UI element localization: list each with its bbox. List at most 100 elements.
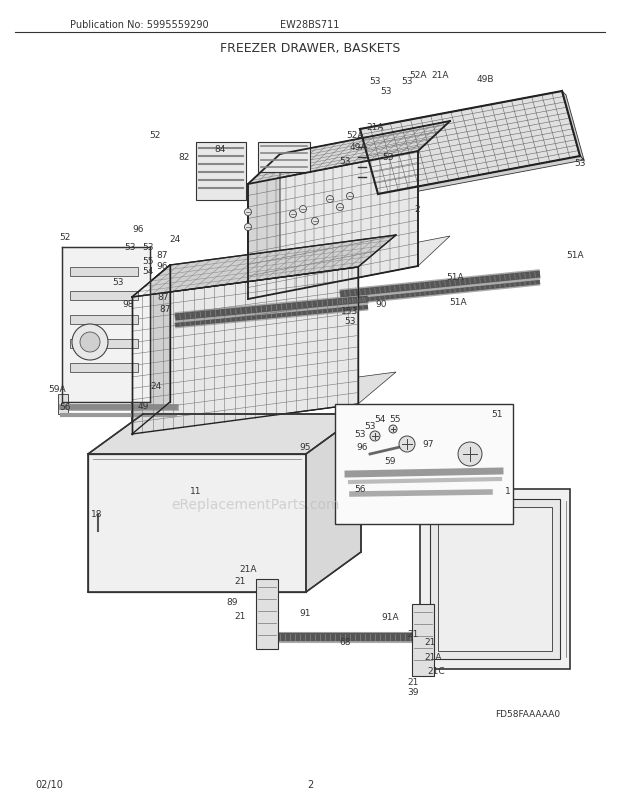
Text: 18: 18 xyxy=(91,510,103,519)
Text: 97: 97 xyxy=(422,440,434,449)
Text: 52A: 52A xyxy=(346,131,364,140)
Text: 53: 53 xyxy=(344,317,356,326)
Text: 2: 2 xyxy=(307,779,313,789)
Circle shape xyxy=(72,325,108,361)
Text: 49: 49 xyxy=(137,402,149,411)
Text: 59: 59 xyxy=(384,457,396,466)
Text: 53: 53 xyxy=(142,242,154,251)
Circle shape xyxy=(347,193,353,200)
Bar xyxy=(70,292,138,301)
Bar xyxy=(58,395,68,415)
Bar xyxy=(430,500,560,659)
Polygon shape xyxy=(132,373,396,435)
Text: 54: 54 xyxy=(143,267,154,276)
Text: 21C: 21C xyxy=(427,666,445,675)
Text: 89: 89 xyxy=(226,597,237,607)
Text: 53: 53 xyxy=(365,422,376,431)
Text: 52A: 52A xyxy=(409,71,427,80)
Text: 96: 96 xyxy=(132,225,144,234)
Polygon shape xyxy=(378,157,584,199)
Circle shape xyxy=(370,431,380,441)
Text: 49B: 49B xyxy=(476,75,494,84)
Polygon shape xyxy=(88,415,361,455)
Bar xyxy=(70,363,138,373)
Text: 21A: 21A xyxy=(239,565,257,573)
Text: 51: 51 xyxy=(491,410,503,419)
Bar xyxy=(196,143,246,200)
Circle shape xyxy=(244,225,252,231)
Polygon shape xyxy=(132,236,396,298)
Text: 53: 53 xyxy=(354,430,366,439)
Bar xyxy=(70,339,138,349)
Text: 91: 91 xyxy=(299,609,311,618)
Text: 49A: 49A xyxy=(349,142,367,152)
Text: 21: 21 xyxy=(407,678,419,687)
Text: 51A: 51A xyxy=(449,298,467,307)
Text: 51A: 51A xyxy=(446,273,464,282)
Text: 87: 87 xyxy=(157,294,169,302)
Text: 82: 82 xyxy=(179,153,190,162)
Text: 21: 21 xyxy=(234,577,246,585)
Polygon shape xyxy=(306,415,361,592)
Bar xyxy=(438,508,552,651)
Circle shape xyxy=(399,436,415,452)
Bar xyxy=(258,143,310,172)
Bar xyxy=(256,579,278,649)
Polygon shape xyxy=(248,152,418,300)
Polygon shape xyxy=(88,455,306,592)
Polygon shape xyxy=(62,248,150,403)
Circle shape xyxy=(290,211,296,218)
Text: FD58FAAAAA0: FD58FAAAAA0 xyxy=(495,710,560,719)
Text: 98: 98 xyxy=(122,300,134,309)
Text: 96: 96 xyxy=(156,262,168,271)
Text: 21: 21 xyxy=(424,638,436,646)
Circle shape xyxy=(389,426,397,433)
Bar xyxy=(335,404,513,525)
Circle shape xyxy=(311,218,319,225)
Text: 95: 95 xyxy=(299,443,311,452)
Text: 59A: 59A xyxy=(48,385,66,394)
Text: 39: 39 xyxy=(407,687,419,697)
Text: 53: 53 xyxy=(339,157,351,166)
Text: 53: 53 xyxy=(112,278,124,287)
Text: 2: 2 xyxy=(414,205,420,214)
Circle shape xyxy=(458,443,482,467)
Circle shape xyxy=(299,206,306,213)
Text: 21: 21 xyxy=(234,612,246,621)
Text: 24: 24 xyxy=(169,235,180,244)
Polygon shape xyxy=(132,268,358,435)
Polygon shape xyxy=(562,92,584,160)
Text: 153: 153 xyxy=(342,307,358,316)
Text: 02/10: 02/10 xyxy=(35,779,63,789)
Text: 96: 96 xyxy=(356,443,368,452)
Text: 53: 53 xyxy=(401,78,413,87)
Text: 91A: 91A xyxy=(381,613,399,622)
Polygon shape xyxy=(248,237,450,300)
Text: 55: 55 xyxy=(389,415,401,424)
Text: 53: 53 xyxy=(380,87,392,96)
Text: 54: 54 xyxy=(374,415,386,424)
Text: 52: 52 xyxy=(60,233,71,241)
Text: 21: 21 xyxy=(407,630,419,638)
Text: FREEZER DRAWER, BASKETS: FREEZER DRAWER, BASKETS xyxy=(220,42,400,55)
Text: 53: 53 xyxy=(124,242,136,251)
Text: 24: 24 xyxy=(151,382,162,391)
Text: 51A: 51A xyxy=(566,250,584,259)
Text: 90: 90 xyxy=(375,300,387,309)
Text: 53: 53 xyxy=(383,153,394,162)
Text: 56: 56 xyxy=(354,485,366,494)
Bar xyxy=(412,604,434,676)
Text: 21A: 21A xyxy=(424,653,441,662)
Text: 68: 68 xyxy=(339,638,351,646)
Text: 11: 11 xyxy=(190,487,202,496)
Text: eReplacementParts.com: eReplacementParts.com xyxy=(170,497,339,512)
Text: EW28BS711: EW28BS711 xyxy=(280,20,340,30)
Text: 53: 53 xyxy=(574,158,586,168)
Polygon shape xyxy=(360,92,580,195)
Text: 53: 53 xyxy=(370,78,381,87)
Text: 1: 1 xyxy=(505,487,511,496)
Circle shape xyxy=(337,205,343,211)
Text: 56: 56 xyxy=(60,403,71,412)
Circle shape xyxy=(80,333,100,353)
Polygon shape xyxy=(248,155,280,300)
